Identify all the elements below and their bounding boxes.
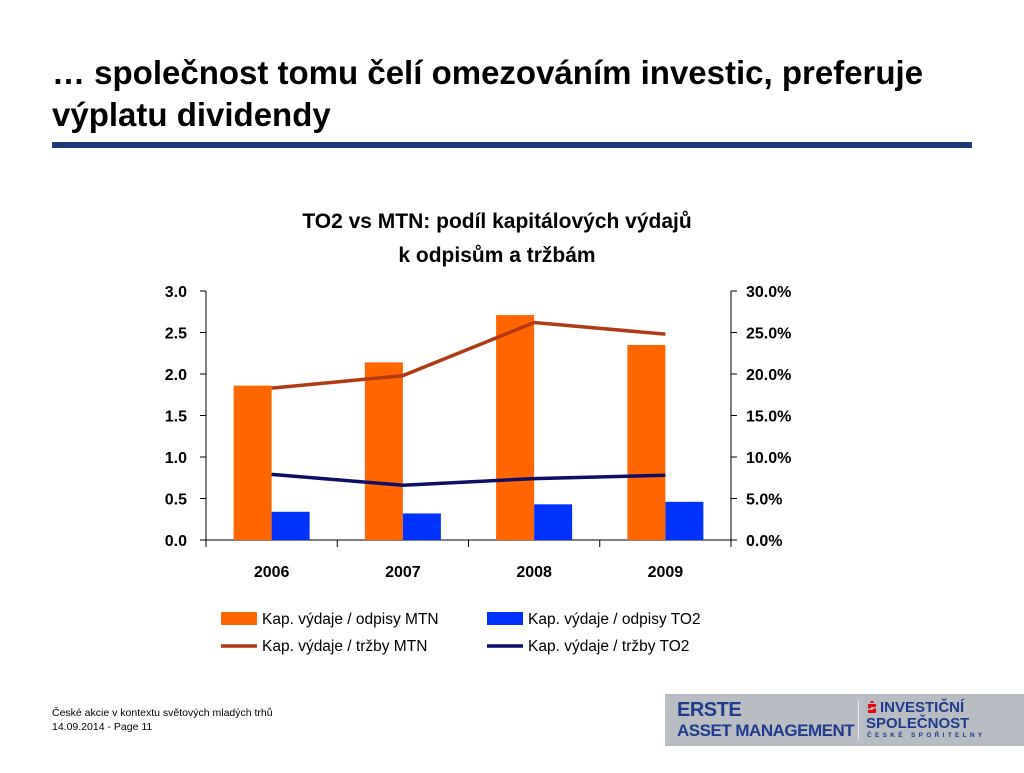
right-tick-label: 20.0% bbox=[746, 367, 791, 384]
bar-kap-v-daje-odpisy-to2 bbox=[665, 501, 704, 540]
bar-kap-v-daje-odpisy-to2 bbox=[402, 513, 441, 540]
isp-logo-line3: ČESKÉ SPOŘITELNY bbox=[867, 732, 986, 739]
bar-kap-v-daje-odpisy-to2 bbox=[271, 511, 310, 540]
erste-logo-text: ERSTE bbox=[677, 699, 742, 721]
right-tick-label: 0.0% bbox=[746, 533, 782, 550]
slide-title: … společnost tomu čelí omezováním invest… bbox=[52, 54, 924, 133]
asset-management-logo-text: ASSET MANAGEMENT bbox=[677, 721, 855, 740]
x-tick-label: 2009 bbox=[648, 564, 684, 581]
ceska-sporitelna-icon bbox=[868, 701, 876, 713]
x-tick-label: 2008 bbox=[516, 564, 552, 581]
left-tick-label: 1.0 bbox=[165, 450, 187, 467]
legend-label: Kap. výdaje / odpisy TO2 bbox=[528, 611, 701, 628]
plot-area: 0.0 0.5 1.0 1.5 2.0 2.5 3.0 0.0% 5.0% 10.0% 15.0% 2… bbox=[165, 284, 792, 655]
chart-subtitle: k odpisům a tržbám bbox=[398, 244, 595, 267]
bar-kap-v-daje-odpisy-to2 bbox=[534, 504, 573, 540]
logo-panel bbox=[665, 694, 1024, 746]
legend-label: Kap. výdaje / odpisy MTN bbox=[262, 611, 439, 628]
chart-title: TO2 vs MTN: podíl kapitálových výdajů bbox=[302, 210, 691, 233]
bar-kap-v-daje-odpisy-mtn bbox=[496, 315, 535, 540]
left-tick-label: 3.0 bbox=[165, 284, 187, 301]
bar-kap-v-daje-odpisy-mtn bbox=[233, 385, 272, 540]
left-tick-label: 2.0 bbox=[165, 367, 187, 384]
right-tick-label: 25.0% bbox=[746, 326, 791, 343]
bar-kap-v-daje-odpisy-mtn bbox=[627, 344, 666, 540]
right-tick-label: 10.0% bbox=[746, 450, 791, 467]
right-tick-label: 30.0% bbox=[746, 284, 791, 301]
left-tick-label: 2.5 bbox=[165, 326, 187, 343]
left-tick-label: 0.0 bbox=[165, 533, 187, 550]
footer-text-date-page: 14.09.2014 - Page 11 bbox=[52, 721, 153, 733]
right-tick-label: 15.0% bbox=[746, 409, 791, 426]
title-underline bbox=[52, 142, 972, 148]
left-tick-label: 0.5 bbox=[165, 492, 187, 509]
footer: České akcie v kontextu světových mladých… bbox=[52, 706, 273, 734]
legend-swatch bbox=[487, 612, 523, 625]
line-kap-v-daje-tr-by-to2 bbox=[271, 472, 666, 487]
x-tick-label: 2006 bbox=[254, 564, 290, 581]
right-tick-label: 5.0% bbox=[746, 492, 782, 509]
line-kap-v-daje-tr-by-mtn bbox=[271, 320, 666, 390]
x-tick-label: 2007 bbox=[385, 564, 421, 581]
legend-swatch bbox=[221, 612, 257, 625]
left-tick-label: 1.5 bbox=[165, 409, 187, 426]
logo-divider bbox=[858, 700, 859, 740]
legend-label: Kap. výdaje / tržby MTN bbox=[262, 638, 427, 655]
isp-logo-line1: INVESTIČNÍ bbox=[880, 699, 965, 716]
bar-kap-v-daje-odpisy-mtn bbox=[364, 362, 403, 540]
isp-logo-line2: SPOLEČNOST bbox=[866, 715, 970, 732]
footer-text-title: České akcie v kontextu světových mladých… bbox=[52, 707, 273, 719]
legend-label: Kap. výdaje / tržby TO2 bbox=[528, 638, 689, 655]
